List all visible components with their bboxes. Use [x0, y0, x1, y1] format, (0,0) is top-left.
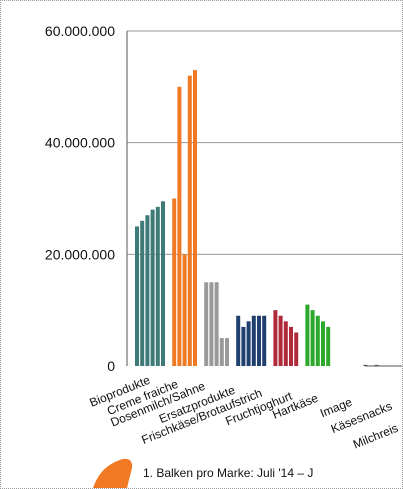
bar: [204, 282, 209, 366]
y-tick-label: 60.000.000: [45, 23, 115, 39]
axis-layer: [126, 31, 402, 367]
bar: [177, 86, 182, 366]
bar: [241, 326, 246, 366]
bar: [321, 321, 325, 366]
bar: [225, 338, 229, 366]
bar: [326, 326, 331, 366]
annotation-text: 1. Balken pro Marke: Juli '14 – J: [143, 466, 313, 480]
y-tick-labels: 0 20.000.000 40.000.000 60.000.000: [45, 23, 115, 374]
bar: [187, 75, 192, 367]
bar: [305, 304, 310, 366]
bar: [374, 364, 379, 366]
annotation-layer: 1. Balken pro Marke: Juli '14 – J: [93, 458, 313, 488]
bar: [236, 315, 241, 366]
bar: [161, 201, 165, 366]
y-tick-label: 0: [107, 358, 115, 374]
bar: [283, 321, 288, 366]
bar: [246, 321, 251, 366]
bar: [310, 310, 315, 366]
bar: [219, 338, 224, 366]
bar: [273, 310, 278, 366]
bar: [209, 282, 214, 366]
bar: [140, 220, 145, 366]
bar: [294, 332, 299, 366]
orange-pointer-marker: [93, 458, 133, 488]
bar: [135, 226, 139, 366]
bar: [257, 315, 261, 366]
bar: [182, 254, 187, 366]
bar: [262, 315, 267, 366]
bar: [150, 209, 155, 366]
bar: [289, 326, 293, 366]
bar: [251, 315, 256, 366]
y-tick-label: 20.000.000: [45, 246, 115, 262]
grid-layer: [127, 30, 402, 255]
bars-layer: [135, 70, 379, 367]
bar: [155, 206, 160, 366]
bar: [193, 70, 197, 366]
bar: [145, 215, 150, 366]
y-tick-label: 40.000.000: [45, 135, 115, 151]
bar: [214, 282, 219, 366]
bar: [315, 315, 320, 366]
bar: [363, 364, 368, 366]
bar: [278, 315, 283, 366]
bar: [172, 198, 177, 366]
